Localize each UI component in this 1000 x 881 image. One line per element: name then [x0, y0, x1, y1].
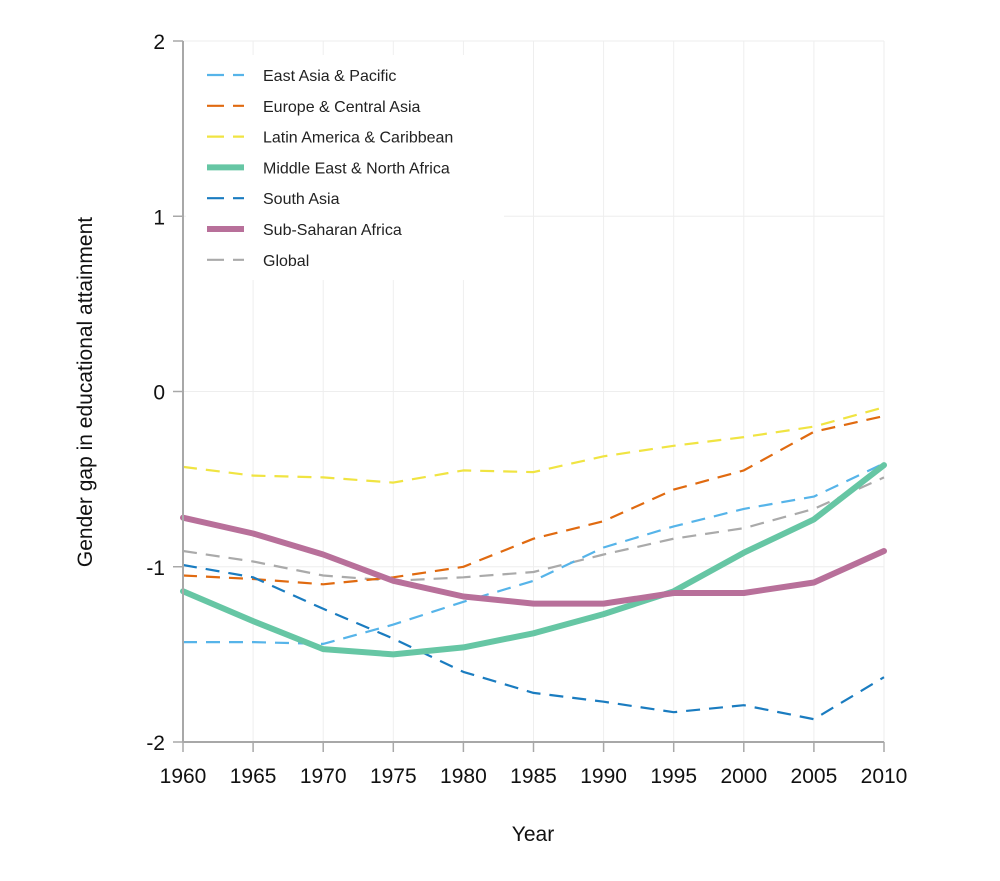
legend-label: Europe & Central Asia [263, 99, 421, 116]
x-tick-label: 1975 [370, 765, 417, 788]
x-tick-label: 2000 [720, 765, 767, 788]
x-axis-title: Year [512, 823, 554, 846]
x-tick-label: 2005 [791, 765, 838, 788]
series-line-sub-saharan-africa [180, 514, 887, 607]
gridlines [182, 40, 885, 743]
y-tick-label: -1 [146, 557, 165, 580]
legend-label: Middle East & North Africa [263, 160, 450, 177]
legend-label: Sub-Saharan Africa [263, 222, 402, 239]
y-tick-label: 2 [153, 31, 165, 54]
series-line-east-asia-pacific [183, 462, 885, 646]
x-tick-label: 1965 [230, 765, 277, 788]
legend-label: East Asia & Pacific [263, 68, 396, 85]
x-tick-label: 1985 [510, 765, 557, 788]
legend-label: Latin America & Caribbean [263, 130, 453, 147]
series-line-middle-east-north-africa [180, 462, 887, 658]
x-tick-label: 1995 [650, 765, 697, 788]
x-tick-label: 1970 [300, 765, 347, 788]
series-line-global [182, 476, 885, 582]
legend: East Asia & Pacific Europe & Central Asia… [186, 55, 504, 280]
series-line-latin-america-caribbean [182, 406, 885, 484]
legend-label: South Asia [263, 191, 340, 208]
legend-label: Global [263, 253, 309, 270]
x-tick-label: 1960 [160, 765, 207, 788]
series-line-europe-central-asia [182, 414, 885, 586]
y-tick-label: 0 [153, 382, 165, 405]
y-tick-label: 1 [153, 206, 165, 229]
series-lines [180, 406, 887, 721]
x-tick-label: 2010 [861, 765, 908, 788]
x-tick-label: 1980 [440, 765, 487, 788]
y-axis-title: Gender gap in educational attainment [74, 217, 97, 567]
x-tick-label: 1990 [580, 765, 627, 788]
axes: 2 1 0 -1 -2 1960 1965 1970 1975 1980 1985 1990 1995 2… [146, 31, 907, 788]
series-line-south-asia [182, 563, 885, 721]
y-tick-label: -2 [146, 732, 165, 755]
